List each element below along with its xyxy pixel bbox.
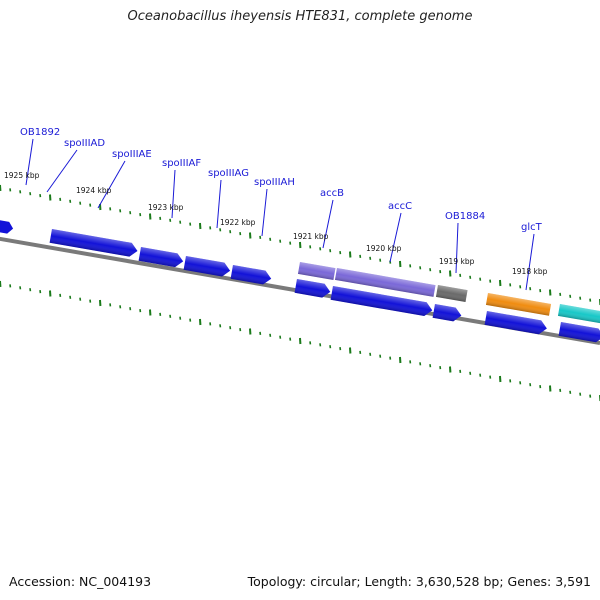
gene-spoiiiah-b[interactable] <box>230 265 273 286</box>
gene-spoiiiag[interactable] <box>138 247 185 268</box>
gene-label[interactable]: OB1892 <box>20 127 60 138</box>
gene-spoiiiaf[interactable] <box>49 229 139 258</box>
kbp-label: 1925 kbp <box>4 171 40 180</box>
outer-tick-ring <box>0 184 600 306</box>
map-title: Oceanobacillus iheyensis HTE831, complet… <box>127 9 473 24</box>
kbp-label: 1921 kbp <box>293 232 329 241</box>
genome-summary-text: Topology: circular; Length: 3,630,528 bp… <box>247 574 591 589</box>
gene-label[interactable]: glcT <box>521 222 543 233</box>
gene-leader-line <box>46 149 78 193</box>
gene-leader-line <box>216 179 222 229</box>
gene-leader-line <box>455 222 459 274</box>
gene-glyphs <box>49 229 600 343</box>
gene-spoiiiah-a[interactable] <box>183 256 232 278</box>
gene-lower-3[interactable] <box>432 304 463 323</box>
gene-label[interactable]: accB <box>320 188 344 199</box>
gene-accc[interactable] <box>334 268 436 297</box>
kbp-label: 1923 kbp <box>148 203 184 212</box>
inner-tick-ring <box>0 280 600 402</box>
gene-label[interactable]: spoIIIAH <box>254 177 295 188</box>
gene-label[interactable]: spoIIIAE <box>112 149 152 160</box>
kbp-label: 1919 kbp <box>439 257 475 266</box>
gene-label-layer: OB1892 spoIIIAD spoIIIAE spoIIIAF spoIIIAG sp… <box>20 127 543 291</box>
gene-leader-line <box>97 160 126 209</box>
kbp-label-layer: 1925 kbp 1924 kbp 1923 kbp 1922 kbp 1921 kbp… <box>4 171 548 276</box>
gene-lower-4[interactable] <box>484 311 548 335</box>
gene-accb[interactable] <box>297 262 336 280</box>
kbp-label: 1920 kbp <box>366 244 402 253</box>
gene-label[interactable]: spoIIIAD <box>64 138 105 149</box>
kbp-label: 1918 kbp <box>512 267 548 276</box>
gene-leader-line <box>261 188 268 237</box>
gene-label[interactable]: spoIIIAF <box>162 158 201 169</box>
gene-leader-line <box>525 233 535 291</box>
gene-leader-line <box>322 199 334 249</box>
gene-lower-2[interactable] <box>330 286 434 317</box>
gene-cyan-feature[interactable] <box>557 304 600 325</box>
gene-ob1884[interactable] <box>435 285 468 302</box>
gene-label[interactable]: OB1884 <box>445 211 485 222</box>
gene-spoiiiae[interactable] <box>0 218 14 234</box>
kbp-label: 1924 kbp <box>76 186 112 195</box>
gene-lower-1[interactable] <box>294 279 332 299</box>
accession-text: Accession: NC_004193 <box>9 574 152 589</box>
kbp-label: 1922 kbp <box>220 218 256 227</box>
gene-leader-line <box>25 138 34 186</box>
upper-gene-row <box>0 218 14 234</box>
gene-label[interactable]: accC <box>388 201 412 212</box>
gene-leader-line <box>389 212 402 263</box>
gene-glct[interactable] <box>485 293 552 316</box>
gene-label[interactable]: spoIIIAG <box>208 168 249 179</box>
gene-lower-5[interactable] <box>558 322 600 343</box>
gene-leader-line <box>171 169 176 219</box>
